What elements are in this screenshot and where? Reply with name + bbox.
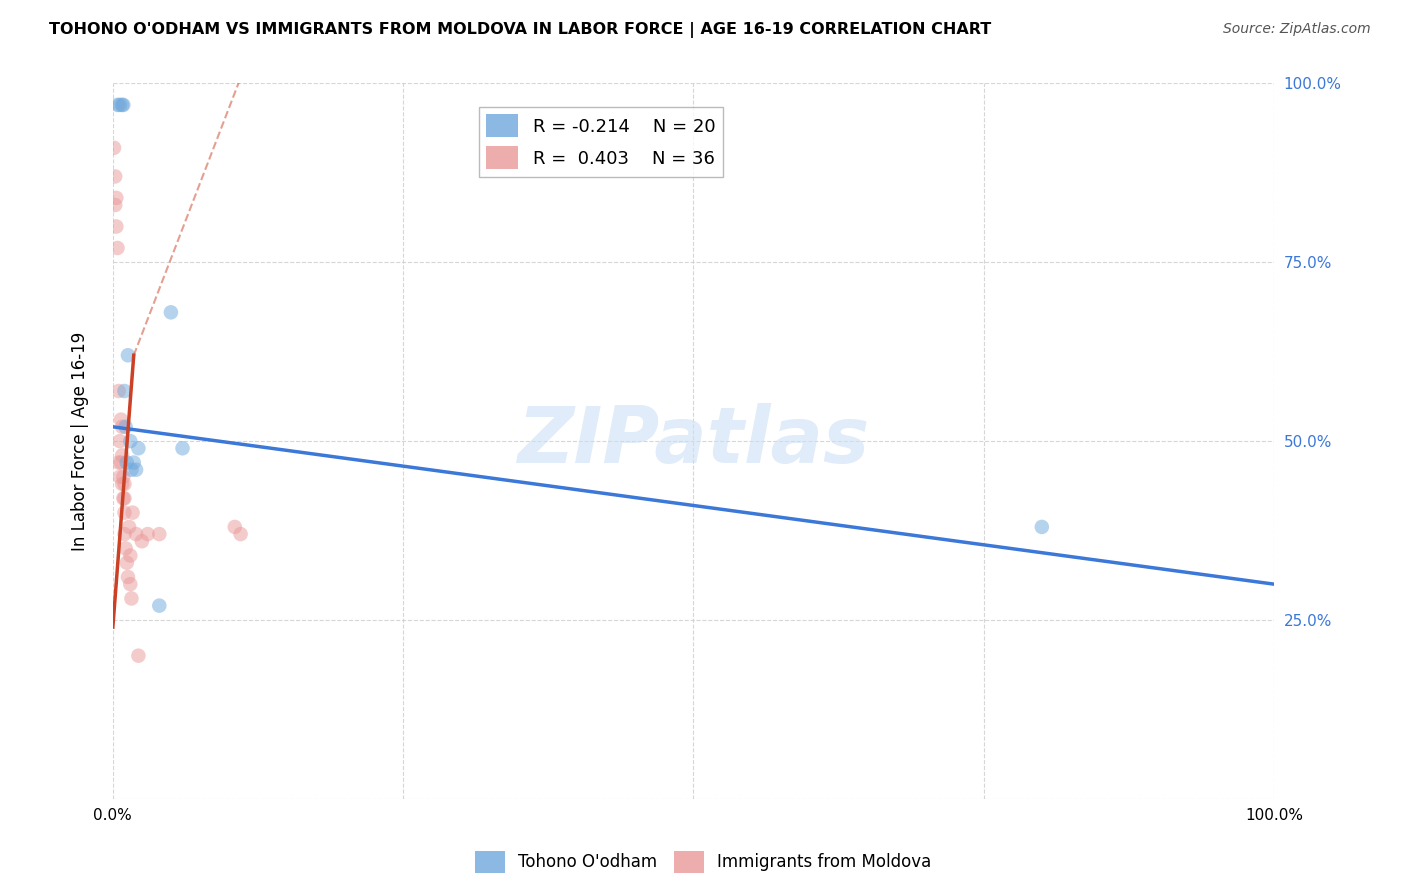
Point (107, 384, 129, 398)
Point (118, 520, 141, 534)
Point (114, 506, 136, 520)
Point (105, 219, 128, 234)
Point (114, 419, 136, 434)
Point (125, 463, 148, 477)
Point (148, 527, 170, 541)
Point (1031, 520, 1053, 534)
Point (105, 191, 128, 205)
Point (120, 591, 142, 606)
Point (111, 449, 134, 463)
Point (112, 98, 135, 112)
Point (122, 456, 145, 470)
Point (148, 599, 170, 613)
Point (107, 241, 129, 255)
Legend: R = -0.214    N = 20, R =  0.403    N = 36: R = -0.214 N = 20, R = 0.403 N = 36 (478, 107, 723, 177)
Point (120, 434, 142, 449)
Point (112, 491, 135, 506)
Point (131, 534, 153, 549)
Point (117, 348, 139, 362)
Point (110, 412, 132, 426)
Point (107, 98, 129, 112)
Point (108, 434, 131, 449)
Point (115, 556, 138, 570)
Point (115, 456, 138, 470)
Point (160, 305, 183, 319)
Point (111, 477, 134, 491)
Y-axis label: In Labor Force | Age 16-19: In Labor Force | Age 16-19 (72, 332, 89, 550)
Point (172, 442, 194, 456)
Point (127, 648, 149, 663)
Text: Source: ZipAtlas.com: Source: ZipAtlas.com (1223, 22, 1371, 37)
Point (125, 527, 148, 541)
Point (111, 98, 134, 112)
Point (114, 541, 136, 556)
Text: TOHONO O'ODHAM VS IMMIGRANTS FROM MOLDOVA IN LABOR FORCE | AGE 16-19 CORRELATION: TOHONO O'ODHAM VS IMMIGRANTS FROM MOLDOV… (49, 22, 991, 38)
Point (121, 506, 143, 520)
Point (117, 570, 139, 584)
Point (120, 577, 142, 591)
Point (229, 527, 252, 541)
Point (112, 470, 135, 484)
Point (127, 442, 149, 456)
Legend: Tohono O'odham, Immigrants from Moldova: Tohono O'odham, Immigrants from Moldova (468, 845, 938, 880)
Point (114, 477, 136, 491)
Point (108, 470, 131, 484)
Point (136, 527, 159, 541)
Point (108, 98, 131, 112)
Point (111, 419, 134, 434)
Point (120, 463, 142, 477)
Point (104, 198, 127, 212)
Text: ZIPatlas: ZIPatlas (517, 403, 869, 479)
Point (107, 456, 129, 470)
Point (110, 456, 132, 470)
Point (103, 141, 125, 155)
Point (104, 169, 127, 184)
Point (224, 520, 246, 534)
Point (114, 527, 136, 541)
Point (120, 549, 142, 563)
Point (114, 384, 136, 398)
Point (114, 491, 136, 506)
